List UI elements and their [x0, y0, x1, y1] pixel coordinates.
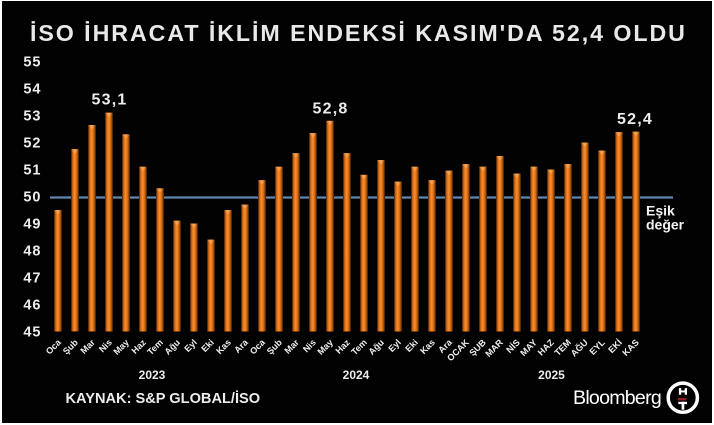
svg-text:Ara: Ara — [232, 337, 250, 355]
svg-text:Eki: Eki — [403, 337, 420, 354]
svg-text:May: May — [315, 337, 334, 356]
svg-text:MAR: MAR — [483, 337, 505, 359]
svg-text:KAYNAK: S&P GLOBAL/İSO: KAYNAK: S&P GLOBAL/İSO — [66, 390, 261, 407]
svg-text:Eyl: Eyl — [182, 337, 199, 354]
svg-text:Ağu: Ağu — [366, 337, 385, 356]
svg-text:52: 52 — [23, 135, 41, 151]
svg-text:AĞU: AĞU — [568, 337, 590, 359]
svg-text:Kas: Kas — [418, 337, 437, 356]
svg-text:Eyl: Eyl — [386, 337, 403, 354]
svg-text:Tem: Tem — [145, 337, 165, 357]
svg-text:Tem: Tem — [349, 337, 369, 357]
svg-text:49: 49 — [23, 216, 41, 232]
svg-text:Ağu: Ağu — [162, 337, 181, 356]
svg-text:Şub: Şub — [61, 337, 80, 356]
svg-text:değer: değer — [646, 217, 685, 233]
svg-text:Şub: Şub — [265, 337, 284, 356]
svg-text:May: May — [111, 337, 130, 356]
svg-text:HAZ: HAZ — [536, 337, 557, 358]
svg-text:Eşik: Eşik — [646, 203, 675, 219]
svg-text:52,8: 52,8 — [313, 101, 349, 118]
svg-text:54: 54 — [23, 81, 41, 97]
svg-text:Bloomberg: Bloomberg — [573, 387, 661, 409]
svg-text:47: 47 — [23, 270, 41, 286]
svg-text:50: 50 — [23, 189, 41, 205]
svg-text:Kas: Kas — [214, 337, 233, 356]
svg-text:Nis: Nis — [301, 337, 318, 354]
svg-text:TEM: TEM — [552, 337, 573, 358]
svg-text:Haz: Haz — [130, 337, 149, 356]
svg-text:Oca: Oca — [44, 337, 64, 357]
svg-text:2025: 2025 — [538, 368, 565, 382]
svg-text:48: 48 — [23, 243, 41, 259]
svg-text:45: 45 — [23, 324, 41, 340]
svg-text:MAY: MAY — [518, 337, 539, 358]
svg-text:Mar: Mar — [79, 337, 98, 356]
svg-text:KAS: KAS — [620, 337, 641, 358]
svg-text:2023: 2023 — [139, 368, 166, 382]
svg-text:Oca: Oca — [248, 337, 268, 357]
svg-text:Nis: Nis — [97, 337, 114, 354]
svg-text:53,1: 53,1 — [92, 92, 128, 109]
svg-text:Haz: Haz — [334, 337, 353, 356]
svg-text:Eki: Eki — [199, 337, 216, 354]
svg-text:2024: 2024 — [343, 368, 370, 382]
svg-text:Mar: Mar — [283, 337, 302, 356]
svg-text:52,4: 52,4 — [617, 111, 653, 128]
svg-text:51: 51 — [23, 162, 41, 178]
svg-text:46: 46 — [23, 297, 41, 313]
svg-text:EYL: EYL — [587, 337, 607, 357]
svg-text:55: 55 — [23, 54, 41, 70]
svg-text:53: 53 — [23, 108, 41, 124]
